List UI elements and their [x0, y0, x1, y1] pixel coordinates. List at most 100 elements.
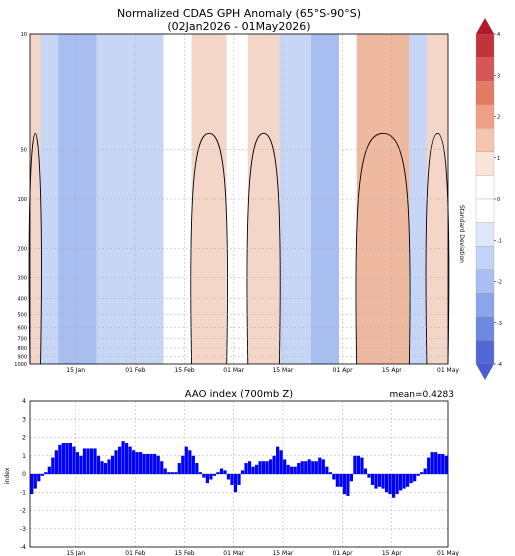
aao-bar: [223, 470, 227, 474]
aao-bar: [360, 457, 364, 474]
aao-bar: [209, 474, 213, 480]
aao-bar: [244, 463, 248, 474]
y-tick-label: 200: [17, 247, 27, 253]
aao-bar: [191, 455, 195, 474]
aao-bar: [37, 474, 41, 482]
aao-bar: [269, 459, 273, 474]
aao-bar: [117, 446, 122, 474]
zero-contour: [425, 132, 450, 365]
aao-bar: [40, 474, 44, 476]
aao-bar: [335, 474, 339, 487]
aao-x-tick-label: 15 Jan: [66, 550, 85, 556]
aao-bar: [96, 455, 101, 474]
aao-mean-annotation: mean=0.4283: [389, 390, 454, 400]
aao-bar: [65, 442, 69, 474]
aao-bar: [349, 474, 354, 482]
aao-bar: [437, 453, 441, 474]
aao-bar: [321, 459, 325, 474]
aao-bar: [195, 463, 199, 474]
heatmap-title: Normalized CDAS GPH Anomaly (65°S-90°S): [116, 7, 362, 20]
aao-bar: [167, 472, 171, 474]
aao-bar: [356, 455, 361, 474]
aao-bar: [139, 452, 143, 474]
aao-bar: [212, 474, 217, 476]
x-tick-label: 15 Jan: [66, 367, 85, 374]
aao-bar: [258, 461, 262, 474]
aao-bar: [135, 452, 139, 474]
aao-bar: [89, 448, 94, 474]
aao-y-tick-label: -4: [20, 544, 26, 551]
colorbar-tick-label: 2: [497, 115, 500, 121]
aao-title: AAO index (700mb Z): [184, 389, 294, 400]
colorbar-tick-label: -1: [497, 238, 502, 244]
aao-bar: [226, 474, 231, 480]
aao-bar: [251, 466, 255, 474]
colorbar: 4 3 2 1 0 -1 -2 -3 -4: [475, 18, 502, 380]
x-tick-label: 01 May: [437, 367, 459, 374]
aao-bar: [398, 474, 403, 491]
aao-bar: [233, 474, 238, 493]
aao-bar: [174, 472, 178, 474]
zero-contour: [190, 132, 228, 365]
anomaly-band: [226, 34, 248, 364]
aao-bar: [377, 474, 382, 487]
aao-bar: [423, 468, 427, 474]
aao-bar: [328, 472, 332, 474]
aao-x-tick-label: 01 May: [437, 550, 459, 556]
aao-bar: [370, 474, 375, 485]
aao-bar: [430, 452, 434, 474]
aao-bar: [121, 441, 125, 474]
anomaly-band: [191, 34, 227, 364]
y-tick-label: 10: [21, 32, 27, 38]
aao-bar: [286, 464, 290, 474]
zero-contour: [355, 132, 411, 365]
aao-bar: [290, 466, 294, 474]
aao-bar: [198, 472, 202, 474]
aao-bar: [441, 453, 445, 474]
aao-bar: [75, 452, 80, 474]
aao-bar: [374, 474, 378, 489]
x-tick-label: 01 Apr: [333, 367, 353, 374]
aao-bar: [86, 448, 90, 474]
aao-bar: [363, 468, 368, 474]
x-tick-label: 15 Feb: [174, 367, 194, 374]
aao-bar: [297, 463, 301, 474]
aao-bar: [254, 464, 259, 474]
aao-bar: [184, 446, 188, 474]
aao-bar: [153, 453, 157, 474]
aao-x-tick-label: 01 Apr: [333, 550, 353, 556]
aao-bar: [384, 474, 389, 493]
aao-x-tick-label: 15 Apr: [382, 550, 402, 556]
aao-bar: [318, 457, 322, 474]
zero-contour: [28, 132, 42, 365]
aao-bar: [103, 463, 108, 474]
aao-bar: [44, 472, 48, 474]
aao-bar: [124, 442, 129, 474]
colorbar-tick-label: 1: [497, 156, 500, 162]
aao-bar: [434, 452, 438, 474]
aao-bar: [177, 463, 181, 474]
aao-bar: [265, 461, 269, 474]
aao-y-tick-label: 4: [22, 398, 26, 405]
aao-y-tick-label: 2: [22, 435, 26, 442]
aao-bar: [156, 455, 160, 474]
aao-bar: [444, 455, 448, 474]
aao-bar: [405, 474, 410, 487]
anomaly-band: [40, 34, 59, 364]
x-tick-label: 15 Mar: [272, 367, 293, 374]
aao-bar: [93, 448, 97, 474]
aao-bar: [30, 474, 34, 495]
y-tick-label: 800: [17, 346, 27, 352]
aao-bar: [230, 474, 234, 485]
aao-bar: [409, 474, 413, 484]
heatmap-subtitle: (02Jan2026 - 01May2026): [167, 20, 311, 33]
aao-bar: [142, 453, 146, 474]
x-tick-label: 01 Feb: [125, 367, 145, 374]
aao-y-tick-label: 1: [22, 453, 26, 460]
aao-bar: [146, 453, 150, 474]
aao-bar: [110, 455, 115, 474]
aao-bar: [149, 453, 153, 474]
aao-bar: [61, 442, 65, 474]
aao-x-tick-label: 15 Mar: [272, 550, 293, 556]
anomaly-band: [426, 34, 448, 364]
